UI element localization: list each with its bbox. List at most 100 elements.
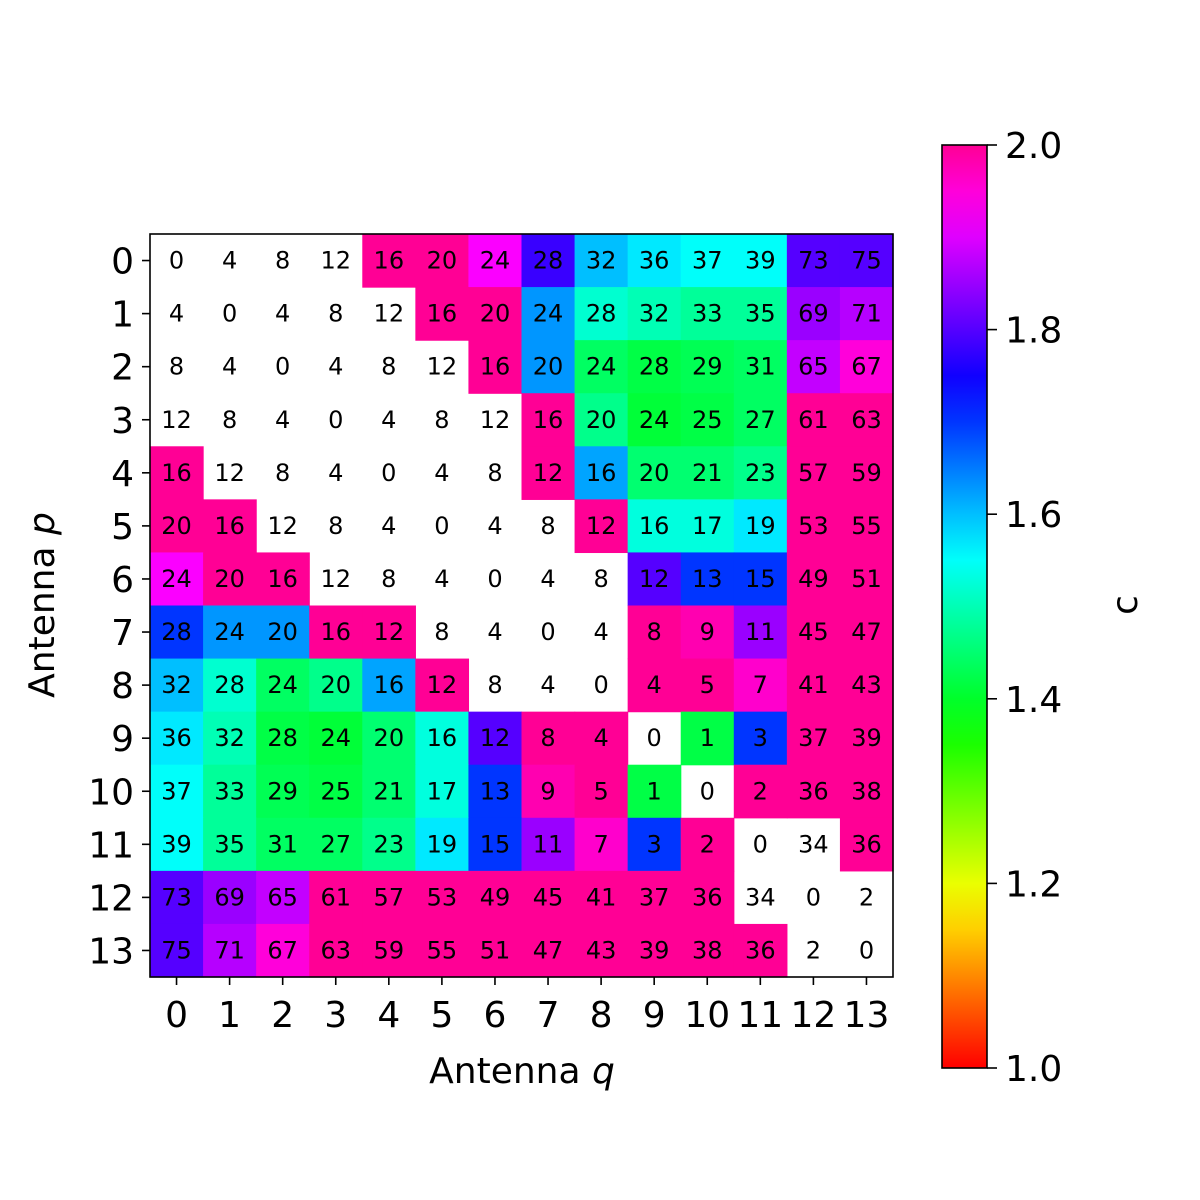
heatmap-cell xyxy=(574,234,629,288)
cell-annotation: 20 xyxy=(480,300,511,328)
heatmap-cell xyxy=(786,711,841,766)
cell-annotation: 17 xyxy=(692,512,723,540)
heatmap-cell xyxy=(839,340,894,394)
cell-annotation: 8 xyxy=(169,353,184,381)
heatmap-cell xyxy=(203,923,257,978)
heatmap-cell xyxy=(309,658,363,713)
cell-annotation: 28 xyxy=(533,247,564,275)
cell-annotation: 12 xyxy=(374,300,405,328)
heatmap-cell xyxy=(786,340,841,394)
heatmap-cell xyxy=(786,393,841,447)
cell-annotation: 12 xyxy=(374,618,405,646)
y-axis-label: Antenna p xyxy=(22,512,63,698)
heatmap-cell xyxy=(574,446,629,500)
cell-annotation: 8 xyxy=(275,247,290,275)
heatmap-cell xyxy=(786,499,841,554)
colorbar-label: c xyxy=(1105,595,1146,615)
cell-annotation: 12 xyxy=(427,671,458,699)
cell-annotation: 47 xyxy=(851,618,882,646)
cell-annotation: 36 xyxy=(851,830,882,858)
cell-annotation: 21 xyxy=(692,459,723,487)
cell-annotation: 23 xyxy=(745,459,776,487)
heatmap-cell xyxy=(786,605,841,660)
heatmap-cell xyxy=(256,764,310,819)
heatmap-cell xyxy=(256,605,310,660)
cell-annotation: 45 xyxy=(533,883,564,911)
cell-annotation: 16 xyxy=(586,459,617,487)
cell-annotation: 4 xyxy=(593,724,608,752)
heatmap-cell xyxy=(786,446,841,500)
cell-annotation: 73 xyxy=(798,247,829,275)
cell-annotation: 45 xyxy=(798,618,829,646)
cell-annotation: 16 xyxy=(161,459,192,487)
cell-annotation: 8 xyxy=(593,565,608,593)
cell-annotation: 34 xyxy=(798,830,829,858)
colorbar-tick-label: 2.0 xyxy=(1005,126,1062,167)
cell-annotation: 0 xyxy=(647,724,662,752)
cell-annotations: 0 4 8 12 16 20 24 28 32 36 37 39 73 754 0 4 8 12 16 20 24 28 3… xyxy=(161,247,881,965)
heatmap-cell xyxy=(521,340,576,394)
heatmap-cell xyxy=(627,287,682,341)
cell-annotation: 55 xyxy=(427,936,458,964)
cell-annotation: 49 xyxy=(480,883,511,911)
y-tick-label: 1 xyxy=(111,295,134,336)
y-tick-label: 8 xyxy=(111,666,134,707)
y-tick-label: 5 xyxy=(111,507,134,548)
heatmap-cell xyxy=(415,287,470,341)
heatmap-cell xyxy=(627,658,682,713)
heatmap-cell xyxy=(521,446,576,500)
cell-annotation: 55 xyxy=(851,512,882,540)
x-tick-label: 6 xyxy=(484,995,507,1036)
cell-annotation: 20 xyxy=(320,671,351,699)
x-tick-label: 7 xyxy=(537,995,560,1036)
x-tick-label: 0 xyxy=(165,995,188,1036)
heatmap-cell xyxy=(627,764,682,819)
cell-annotation: 33 xyxy=(692,300,723,328)
heatmap-cell xyxy=(415,658,470,713)
cell-annotation: 8 xyxy=(434,618,449,646)
cell-annotation: 36 xyxy=(692,883,723,911)
heatmap-cell xyxy=(733,234,788,288)
x-tick-label: 4 xyxy=(377,995,400,1036)
heatmap-cell xyxy=(150,446,204,500)
heatmap-cell xyxy=(786,764,841,819)
cell-annotation: 12 xyxy=(320,565,351,593)
cell-annotation: 24 xyxy=(639,406,670,434)
cell-annotation: 4 xyxy=(328,459,343,487)
cell-annotation: 36 xyxy=(161,724,192,752)
cell-annotation: 4 xyxy=(222,353,237,381)
cell-annotation: 32 xyxy=(586,247,617,275)
heatmap-cell xyxy=(680,234,735,288)
cell-annotation: 20 xyxy=(639,459,670,487)
heatmap-cell xyxy=(680,923,735,978)
cell-annotation: 16 xyxy=(267,565,298,593)
heatmap-cell xyxy=(415,923,470,978)
cell-annotation: 12 xyxy=(533,459,564,487)
heatmap-cell xyxy=(521,923,576,978)
cell-annotation: 7 xyxy=(753,671,768,699)
cell-annotation: 71 xyxy=(851,300,882,328)
cell-annotation: 4 xyxy=(434,459,449,487)
heatmap-cell xyxy=(733,393,788,447)
cell-annotation: 65 xyxy=(267,883,298,911)
cell-annotation: 12 xyxy=(586,512,617,540)
cell-annotation: 27 xyxy=(320,830,351,858)
colorbar-tick-label: 1.8 xyxy=(1005,311,1062,352)
heatmap-cell xyxy=(521,393,576,447)
cell-annotation: 1 xyxy=(700,724,715,752)
cell-annotation: 37 xyxy=(639,883,670,911)
cell-annotation: 0 xyxy=(381,459,396,487)
cell-annotation: 0 xyxy=(222,300,237,328)
heatmap-cell xyxy=(521,287,576,341)
cell-annotation: 59 xyxy=(374,936,405,964)
cell-annotation: 20 xyxy=(267,618,298,646)
y-tick-label: 9 xyxy=(111,719,134,760)
cell-annotation: 20 xyxy=(427,247,458,275)
y-tick-label: 3 xyxy=(111,401,134,442)
heatmap-cell xyxy=(627,605,682,660)
heatmap-cell xyxy=(733,658,788,713)
cell-annotation: 51 xyxy=(851,565,882,593)
cell-annotation: 8 xyxy=(487,671,502,699)
heatmap-cell xyxy=(362,711,416,766)
heatmap-cell xyxy=(786,234,841,288)
